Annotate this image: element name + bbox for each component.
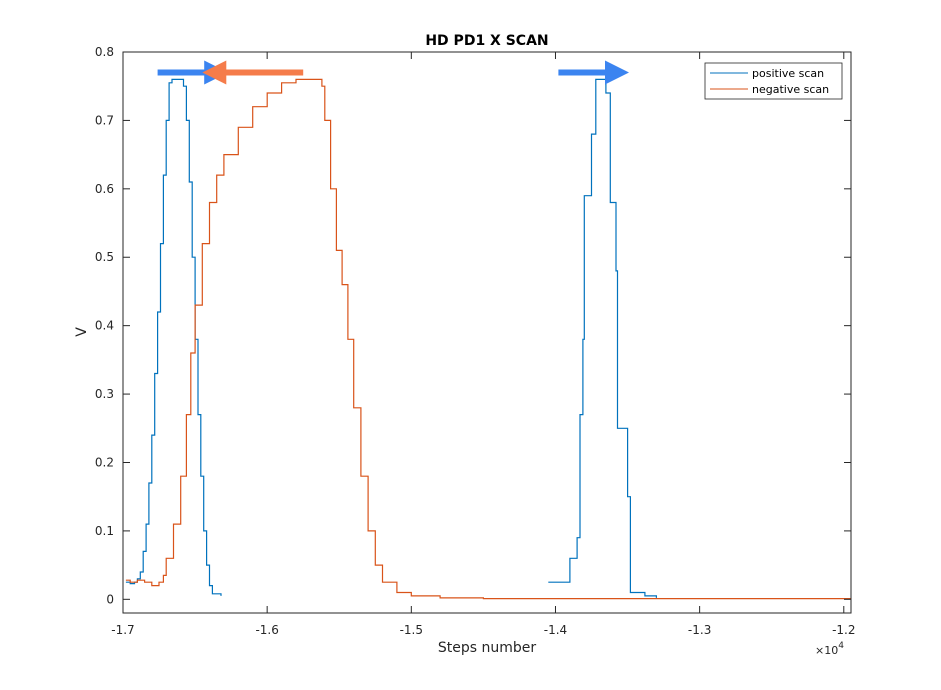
series-line-positive-scan-1 [125, 78, 222, 596]
legend-box [704, 62, 843, 100]
axes-box [122, 51, 852, 614]
x-tick-label: -1.5 [400, 623, 423, 637]
y-tick-label: 0.4 [95, 319, 114, 333]
arrow-right-icon [157, 60, 229, 85]
x-axis-multiplier: ×104 [815, 641, 844, 657]
arrow-left-icon [202, 60, 304, 85]
legend-label-positive-scan: positive scan [752, 67, 824, 80]
y-tick-label: 0.1 [95, 524, 114, 538]
x-axis-multiplier-base: ×10 [815, 644, 838, 657]
x-tick-label: -1.3 [688, 623, 711, 637]
x-tick-label: -1.7 [111, 623, 134, 637]
legend-label-negative-scan: negative scan [752, 83, 829, 96]
annotation-arrows [157, 60, 629, 85]
chart-title: HD PD1 X SCAN [425, 33, 548, 49]
arrow-right-icon [558, 60, 629, 85]
y-tick-label: 0.5 [95, 250, 114, 264]
y-tick-label: 0.3 [95, 387, 114, 401]
series-line-negative-scan-1 [125, 78, 851, 600]
y-tick-label: 0.2 [95, 455, 114, 469]
plot-area [123, 52, 851, 613]
x-tick-label: -1.6 [255, 623, 278, 637]
y-tick-label: 0.6 [95, 182, 114, 196]
y-tick-label: 0 [106, 592, 114, 606]
x-tick-label: -1.4 [544, 623, 567, 637]
tick-layer: -1.7 -1.6 -1.5 -1.4 -1.3 -1.2 0 0.1 0.2 0.3 0.4 0.5… [95, 45, 856, 637]
y-axis-label: V [74, 327, 90, 337]
x-tick-label: -1.2 [832, 623, 855, 637]
x-axis-multiplier-exponent: 4 [838, 641, 844, 651]
legend: positive scan negative scan [704, 62, 843, 100]
x-axis-label: Steps number [438, 640, 537, 656]
y-tick-label: 0.7 [95, 113, 114, 127]
y-tick-label: 0.8 [95, 45, 114, 59]
